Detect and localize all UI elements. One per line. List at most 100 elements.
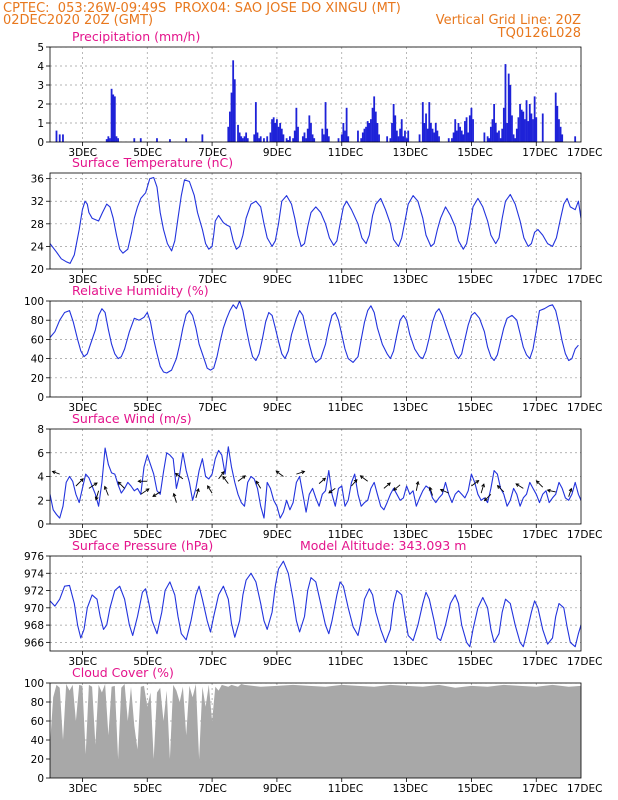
x-tick-label: 13DEC (393, 274, 428, 286)
precip-bar (305, 138, 307, 142)
panel-title: Cloud Cover (%) (72, 665, 174, 680)
x-tick-label: 5DEC (133, 147, 162, 159)
precip-bar (110, 88, 113, 142)
precip-bar (426, 128, 429, 142)
panel-frame (49, 172, 582, 270)
precip-bar (433, 132, 436, 142)
x-tick-label: 3DEC (68, 783, 97, 795)
y-tick-label: 36 (31, 174, 45, 186)
x-tick-label: 9DEC (263, 529, 292, 541)
precip-bar (347, 136, 350, 142)
plot-area (50, 683, 581, 778)
x-tick-label: 9DEC (263, 147, 292, 159)
precip-bar (373, 96, 376, 142)
precip-bar (344, 130, 346, 142)
wind-arrow-head (535, 480, 540, 485)
x-tick-label: 15DEC (457, 147, 492, 159)
y-tick-label: 1 (37, 118, 44, 130)
wind-arrow (568, 488, 572, 497)
precip-bar (507, 73, 510, 142)
precip-bar (156, 138, 158, 142)
precip-bar (491, 119, 494, 142)
plot-area (50, 47, 581, 142)
wind-arrow-head (255, 480, 260, 485)
x-tick-label: 7DEC (198, 402, 227, 414)
wind-arrow-head (439, 488, 444, 493)
precip-bar (326, 128, 329, 142)
precip-bar (282, 134, 285, 142)
wind-arrow (117, 481, 125, 489)
wind-arrow (207, 485, 213, 494)
y-tick-label: 60 (31, 334, 44, 346)
y-tick-label: 80 (31, 315, 44, 327)
precip-bar (363, 128, 366, 142)
precip-bar (407, 130, 410, 142)
x-tick-label: 13DEC (393, 147, 428, 159)
precip-bar (470, 107, 473, 142)
precip-bar (185, 138, 188, 142)
precip-bar (288, 136, 291, 142)
precip-bar (292, 138, 295, 142)
wind-arrow (547, 489, 556, 493)
plot-area (50, 173, 581, 269)
series-line (50, 560, 581, 648)
precip-bar (297, 126, 299, 142)
precip-bar (527, 121, 530, 142)
precip-bar (259, 136, 262, 142)
x-tick-label: 15DEC (457, 274, 492, 286)
precip-bar (266, 136, 269, 142)
x-tick-label: 11DEC (328, 402, 363, 414)
plot-area (50, 301, 581, 397)
precip-bar (514, 138, 517, 142)
wind-arrow (415, 481, 419, 491)
precip-bar (558, 119, 560, 142)
wind-arrow (275, 470, 284, 477)
precip-bar (311, 134, 314, 142)
series-line (50, 446, 581, 519)
precip-bar (512, 134, 515, 142)
precip-bar (55, 130, 58, 142)
plot-area (50, 556, 581, 651)
precip-bar (515, 128, 518, 142)
wind-arrow-head (322, 477, 327, 482)
y-tick-label: 20 (31, 754, 44, 766)
wind-arrow-head (172, 492, 177, 497)
wind-arrow (222, 476, 229, 484)
precip-bar (561, 134, 564, 142)
precip-bar (394, 115, 397, 142)
x-tick-label: 5DEC (133, 529, 162, 541)
x-tick-label: 17DEC (567, 656, 602, 668)
precip-bar (254, 102, 257, 142)
wind-arrow-head (145, 488, 150, 492)
precip-bar (486, 136, 489, 142)
precip-bar (528, 104, 531, 142)
wind-arrow (515, 483, 524, 489)
precip-bar (504, 64, 507, 142)
panel-frame (49, 300, 582, 398)
y-tick-label: 20 (31, 373, 44, 385)
precip-bar (464, 121, 466, 142)
precip-bar (541, 113, 544, 142)
precip-bar (253, 134, 256, 142)
y-tick-label: 0 (37, 392, 44, 404)
x-tick-label: 11DEC (328, 783, 363, 795)
y-tick-label: 100 (24, 678, 44, 690)
precip-bar (397, 136, 400, 142)
wind-arrow (497, 485, 505, 493)
x-tick-label: 7DEC (198, 274, 227, 286)
wind-arrow (95, 490, 100, 500)
precip-bar (371, 107, 374, 142)
precip-bar (233, 79, 236, 142)
wind-arrow (296, 470, 305, 475)
wind-arrow-head (353, 478, 358, 483)
precip-bar (522, 111, 525, 142)
precip-bar (269, 132, 272, 142)
precip-bar (310, 123, 312, 142)
precip-bar (517, 117, 520, 142)
wind-arrow (88, 482, 98, 489)
precip-bar (451, 138, 453, 142)
precip-bar (201, 134, 204, 142)
x-tick-label: 15DEC (457, 402, 492, 414)
precip-bar (263, 138, 265, 142)
